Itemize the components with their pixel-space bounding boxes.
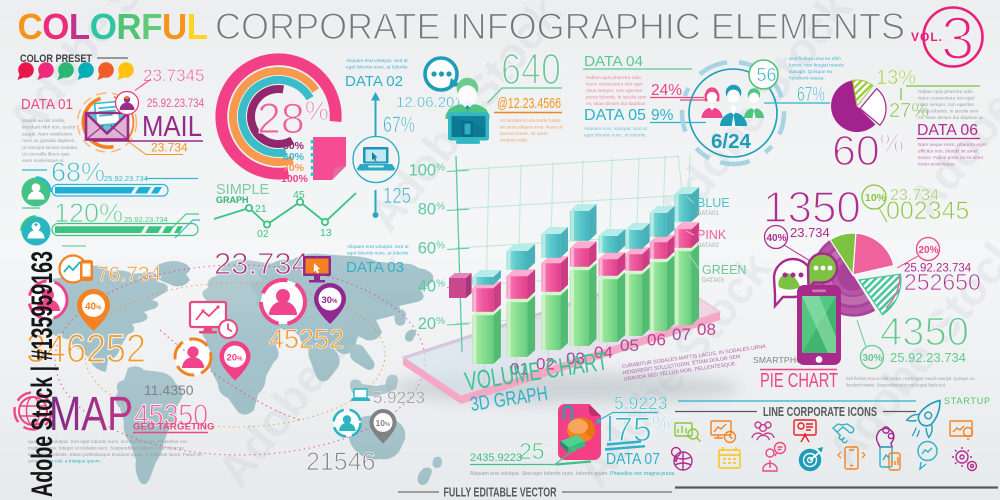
svg-text:FULLY EDITABLE VECTOR: FULLY EDITABLE VECTOR — [444, 485, 557, 500]
svg-text:05: 05 — [620, 336, 639, 355]
svg-text:67%: 67% — [383, 112, 415, 137]
svg-text:STARTUP: STARTUP — [944, 396, 991, 406]
svg-text:25.92.23.734: 25.92.23.734 — [104, 174, 148, 183]
svg-text:07: 07 — [672, 325, 691, 344]
svg-text:27%: 27% — [889, 100, 929, 122]
svg-text:45350: 45350 — [134, 399, 208, 432]
svg-text:quam erat volutpat. Sed eget l: quam erat volutpat. Sed eget lobortis nu… — [28, 439, 203, 465]
svg-text:Adobe Stock | #135959163: Adobe Stock | #135959163 — [26, 251, 59, 497]
svg-text:@12.23.4566: @12.23.4566 — [497, 95, 561, 112]
svg-text:DATA03: DATA03 — [702, 278, 724, 284]
svg-text:10%: 10% — [376, 418, 390, 428]
svg-text:Aliquam erat volutpat. Sed ate: Aliquam erat volutpat. Sed at eget lobort… — [346, 58, 409, 71]
svg-text:08: 08 — [697, 320, 716, 339]
svg-text:20%: 20% — [919, 245, 939, 256]
svg-text:4350: 4350 — [880, 310, 969, 354]
svg-text:DATA 04: DATA 04 — [584, 54, 643, 70]
svg-text:COLOR PRESET: COLOR PRESET — [20, 53, 92, 65]
svg-text:3: 3 — [941, 5, 974, 72]
svg-text:25.92.23.734: 25.92.23.734 — [890, 350, 966, 365]
svg-text:45252: 45252 — [269, 324, 344, 354]
svg-text:SMARTPHONE: SMARTPHONE — [753, 355, 816, 365]
svg-text:002345: 002345 — [886, 197, 969, 225]
svg-text:Aliquam erat, volutpat. Sed: Aliquam erat, volutpat. Sed at eget lobor… — [584, 126, 648, 139]
svg-text:GRAPH: GRAPH — [216, 195, 249, 205]
svg-text:Mauris eu elit mollis,: Mauris eu elit mollis, tincidunt nibh no… — [22, 118, 80, 164]
svg-text:DATA 05: DATA 05 — [584, 107, 646, 124]
svg-text:21546: 21546 — [306, 448, 376, 476]
svg-text:PIE CHART: PIE CHART — [760, 370, 838, 392]
svg-text:40%: 40% — [85, 302, 102, 313]
svg-text:5.9223: 5.9223 — [614, 393, 668, 413]
svg-text:Aliquam erat volutpat. Sed ate: Aliquam erat volutpat. Sed at eget lobort… — [347, 244, 410, 257]
svg-text:04: 04 — [594, 343, 613, 362]
svg-text:50%60%70%100%: 50% 60% 70% 100% — [281, 140, 309, 185]
svg-text:03: 03 — [566, 349, 585, 368]
svg-text:30%: 30% — [322, 295, 339, 306]
svg-text:MAP: MAP — [49, 388, 133, 441]
svg-text:23.734: 23.734 — [151, 141, 188, 155]
svg-text:23.7345: 23.7345 — [143, 66, 204, 85]
svg-text:76.734: 76.734 — [97, 263, 162, 286]
svg-text:COLORFUL: COLORFUL — [18, 6, 208, 47]
svg-text:SIMPLE: SIMPLE — [216, 182, 270, 198]
svg-text:68%: 68% — [51, 157, 105, 187]
svg-text:100%: 100% — [409, 162, 446, 180]
svg-text:252650: 252650 — [904, 269, 981, 295]
svg-text:23.734: 23.734 — [790, 225, 830, 240]
svg-text:56: 56 — [757, 65, 777, 85]
svg-text:Aliquam erat volutpat. Sed ege: Aliquam erat volutpat. Sed eget lobortis… — [470, 471, 676, 477]
svg-text:06: 06 — [647, 331, 666, 350]
svg-text:346252: 346252 — [26, 327, 146, 371]
svg-text:VOL.: VOL. — [911, 30, 943, 44]
svg-text:67%: 67% — [797, 83, 825, 106]
svg-text:30%: 30% — [863, 353, 883, 364]
svg-text:1350: 1350 — [763, 183, 861, 232]
svg-text:Ut hendrerit commodo turpis,si: Ut hendrerit commodo turpis, sit amet ali… — [500, 118, 563, 144]
svg-text:11.4350: 11.4350 — [144, 382, 194, 398]
svg-text:Nullam quis pharetra odi: Nullam quis pharetra odio. Nunc consecte… — [586, 75, 648, 107]
svg-text:Nam neque enim, pharetra eg: Nam neque enim, pharetra eget efficitur … — [918, 142, 987, 168]
svg-text:DATA 02: DATA 02 — [345, 74, 403, 90]
svg-text:25%: 25% — [519, 438, 557, 464]
svg-text:9%: 9% — [651, 107, 674, 124]
svg-text:24%: 24% — [651, 82, 682, 99]
svg-text:LINE CORPORATE ICONS: LINE CORPORATE ICONS — [763, 405, 877, 419]
svg-text:40%: 40% — [767, 233, 787, 244]
svg-text:DATA02: DATA02 — [697, 243, 719, 249]
svg-text:23.734: 23.734 — [214, 246, 309, 281]
svg-text:02: 02 — [536, 355, 555, 374]
svg-text:13%: 13% — [876, 67, 916, 89]
svg-text:20%: 20% — [227, 353, 244, 364]
svg-text:DATA 06: DATA 06 — [917, 122, 978, 139]
svg-text:25.92.23.734: 25.92.23.734 — [124, 215, 168, 224]
svg-text:Sed finibus urna eu nibh luctu: Sed finibus urna eu nibh luctus, non feu… — [846, 376, 975, 389]
svg-text:23.734: 23.734 — [890, 187, 939, 204]
svg-text:DATA 01: DATA 01 — [21, 97, 73, 113]
svg-text:125: 125 — [383, 183, 411, 208]
svg-text:DATA 07: DATA 07 — [606, 451, 660, 468]
svg-text:Nullam quis pharetra odi: Nullam quis pharetra odio. Nunc consecte… — [918, 89, 984, 121]
svg-text:DATA 03: DATA 03 — [346, 260, 404, 276]
svg-text:10%: 10% — [865, 192, 887, 204]
svg-text:GEO TARGETING: GEO TARGETING — [133, 422, 215, 433]
svg-text:6/24: 6/24 — [711, 130, 751, 153]
svg-text:2435.9223: 2435.9223 — [470, 452, 522, 464]
svg-text:GREEN: GREEN — [702, 263, 746, 277]
svg-text:CORPORATE INFOGRAPHIC ELEMENTS: CORPORATE INFOGRAPHIC ELEMENTS — [215, 6, 905, 47]
svg-text:640: 640 — [501, 45, 561, 94]
svg-text:PINK: PINK — [697, 228, 727, 242]
svg-text:DATA01: DATA01 — [697, 211, 719, 217]
svg-text:BLUE: BLUE — [697, 196, 730, 210]
svg-text:MAIL: MAIL — [142, 111, 202, 143]
svg-text:25.92.23.734: 25.92.23.734 — [904, 263, 972, 275]
svg-text:25.92.23.734: 25.92.23.734 — [147, 98, 205, 110]
svg-text:01: 01 — [510, 360, 529, 379]
